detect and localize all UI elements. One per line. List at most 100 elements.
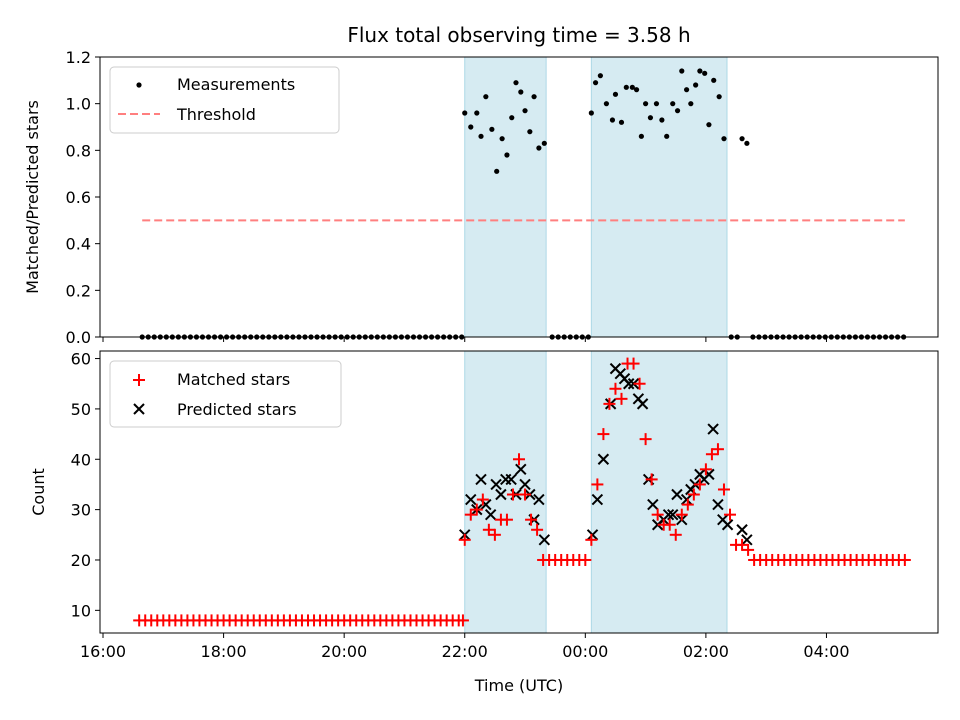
- measurement-point: [716, 94, 722, 100]
- measurement-point: [527, 129, 533, 135]
- matched-star-point: [639, 433, 652, 446]
- matched-star-point: [513, 453, 525, 466]
- measurement-point: [513, 80, 519, 86]
- measurement-point: [659, 117, 665, 123]
- x-tick-label: 20:00: [321, 642, 367, 661]
- measurement-point: [744, 140, 750, 146]
- matched-star-point: [470, 503, 483, 516]
- x-tick-label: 00:00: [562, 642, 608, 661]
- matched-star-point: [615, 392, 628, 405]
- y-tick-label: 1.0: [66, 95, 91, 114]
- matched-star-point: [500, 513, 513, 526]
- measurement-point: [468, 124, 474, 130]
- predicted-star-point: [533, 493, 545, 506]
- matched-star-point: [711, 443, 724, 456]
- matched-star-point: [456, 614, 469, 627]
- predicted-star-point: [505, 473, 517, 486]
- measurement-point: [739, 136, 745, 142]
- observing-window: [464, 56, 547, 338]
- y-tick-label: 30: [71, 501, 91, 520]
- measurement-point: [670, 101, 676, 107]
- observing-window: [590, 56, 728, 338]
- legend-matched-marker: [133, 374, 145, 386]
- legend-matched-label: Matched stars: [177, 370, 290, 389]
- measurement-point: [623, 84, 629, 90]
- predicted-star-point: [519, 478, 531, 491]
- matched-star-point: [531, 523, 544, 536]
- predicted-star-point: [623, 378, 635, 390]
- matched-star-point: [525, 513, 538, 526]
- measurement-point: [643, 101, 649, 107]
- predicted-star-point: [591, 493, 604, 506]
- measurement-point: [633, 87, 640, 93]
- matched-star-point: [687, 488, 700, 501]
- matched-star-point: [669, 528, 682, 541]
- matched-star-point: [597, 428, 610, 441]
- legend-measurements-label: Measurements: [177, 75, 295, 94]
- matched-star-point: [675, 508, 688, 521]
- measurement-point: [597, 73, 603, 79]
- legend-predicted-label: Predicted stars: [177, 400, 297, 419]
- measurement-point: [609, 117, 616, 123]
- measurement-point: [721, 136, 727, 142]
- predicted-star-point: [586, 529, 599, 541]
- x-tick-label: 16:00: [80, 642, 126, 661]
- predicted-star-point: [627, 378, 640, 390]
- bottom-axes-frame: [99, 350, 939, 634]
- predicted-star-point: [721, 519, 734, 531]
- predicted-star-point: [636, 398, 649, 410]
- x-tick-label: 18:00: [201, 642, 247, 661]
- measurement-point: [697, 68, 703, 74]
- y-tick-label: 0.6: [66, 188, 91, 207]
- y-tick-label: 50: [71, 400, 91, 419]
- measurement-point: [494, 168, 500, 174]
- matched-star-point: [464, 508, 477, 521]
- predicted-star-point: [667, 508, 679, 521]
- legend-threshold-label: Threshold: [176, 105, 256, 124]
- y-tick-label: 0.2: [66, 281, 91, 300]
- matched-star-point: [898, 553, 911, 566]
- matched-star-point: [603, 397, 616, 410]
- bottom-y-ticks: 10 20 30 40 50 60: [71, 350, 100, 620]
- y-tick-label: 10: [71, 601, 91, 620]
- observing-window: [464, 350, 547, 634]
- bottom-matched-points: [133, 357, 911, 627]
- measurement-point: [664, 133, 670, 139]
- panel-ratio: 0.0 0.2 0.4 0.6 0.8 1.0 1.2 Matched/Predicted …: [23, 48, 939, 347]
- predicted-star-point: [712, 498, 724, 511]
- measurement-point: [674, 108, 681, 114]
- measurement-point: [706, 122, 712, 128]
- measurement-point: [541, 140, 547, 146]
- measurement-point: [629, 84, 635, 90]
- measurement-point: [518, 89, 524, 95]
- measurement-point: [684, 87, 690, 93]
- x-tick-label: 04:00: [803, 642, 849, 661]
- predicted-star-point: [465, 493, 477, 506]
- measurement-point: [612, 91, 619, 97]
- y-tick-label: 60: [71, 350, 91, 369]
- y-tick-label: 0.4: [66, 235, 91, 254]
- legend-measurements-marker: [136, 82, 142, 88]
- measurement-point: [653, 101, 660, 107]
- matched-star-point: [651, 508, 664, 521]
- predicted-star-point: [741, 534, 753, 546]
- measurement-point: [588, 110, 594, 116]
- top-y-ticks: 0.0 0.2 0.4 0.6 0.8 1.0 1.2: [66, 48, 100, 347]
- matched-star-point: [633, 377, 646, 390]
- x-tick-label: 22:00: [442, 642, 488, 661]
- x-tick-label: 02:00: [683, 642, 729, 661]
- measurement-point: [531, 94, 537, 100]
- top-x-ticks: [102, 337, 827, 342]
- measurement-point: [647, 115, 654, 121]
- measurement-point: [679, 68, 685, 74]
- bottom-y-axis-title: Count: [29, 468, 48, 516]
- matched-star-point: [705, 448, 718, 461]
- bottom-legend-box: [109, 360, 342, 428]
- predicted-star-point: [484, 508, 497, 521]
- predicted-star-point: [495, 488, 507, 501]
- matched-star-point: [609, 382, 622, 395]
- legend-predicted-marker: [133, 403, 145, 415]
- panel-count: 10 20 30 40 50 60 16:00 18:00 20:00 22:00 00:00 02…: [29, 350, 939, 695]
- observing-window: [590, 350, 728, 634]
- measurement-point: [462, 110, 468, 116]
